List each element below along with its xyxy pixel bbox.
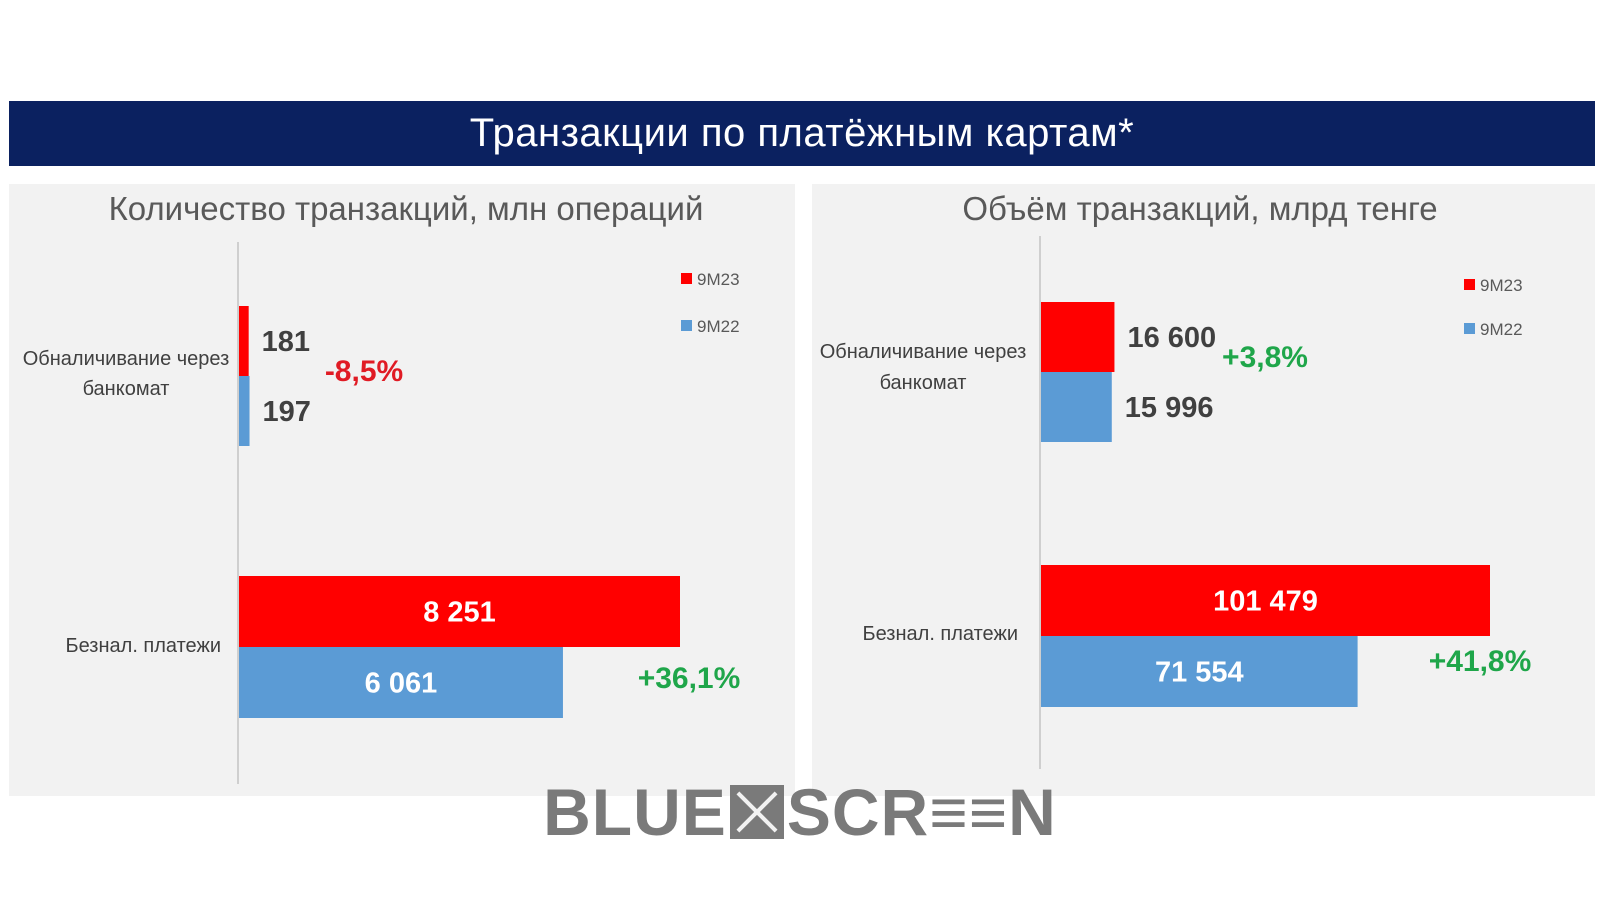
legend-label-9m22: 9M22 — [697, 317, 740, 336]
data-label-9m23: 181 — [262, 326, 310, 358]
bar-9m22 — [1041, 636, 1358, 707]
header-banner: Транзакции по платёжным картам* — [9, 101, 1595, 166]
change-label: +3,8% — [1222, 341, 1308, 374]
change-label: -8,5% — [325, 355, 403, 388]
data-label-9m22: 71 554 — [1155, 657, 1244, 689]
watermark-x-icon — [729, 785, 784, 839]
data-label-9m22: 6 061 — [365, 668, 438, 700]
bar-9m23 — [239, 576, 680, 647]
chart-panel-transaction-count: Количество транзакций, млн операций 9M23 9… — [9, 184, 795, 796]
data-label-9m23: 16 600 — [1127, 322, 1216, 354]
legend-swatch-9m23 — [1464, 279, 1475, 290]
category-label: Обналичивание через — [23, 348, 230, 370]
category-label: Обналичивание через — [820, 341, 1027, 363]
chart-transaction-count: Количество транзакций, млн операций 9M23 9… — [23, 190, 741, 784]
bar-9m22 — [239, 647, 563, 718]
bar-9m23 — [1041, 565, 1490, 636]
change-label: +36,1% — [638, 662, 741, 695]
data-label-9m22: 197 — [263, 396, 311, 428]
category-label: банкомат — [880, 372, 967, 394]
bar-9m23 — [239, 306, 249, 376]
data-label-9m23: 8 251 — [423, 597, 496, 629]
legend-swatch-9m23 — [681, 273, 692, 284]
header-title: Транзакции по платёжным картам* — [469, 111, 1135, 155]
watermark-logo: BLUE SCR≡≡N — [0, 776, 1600, 848]
chart-title: Количество транзакций, млн операций — [109, 190, 704, 227]
chart-transaction-volume: Объём транзакций, млрд тенге 9M23 9M22 Обна… — [820, 190, 1532, 769]
bar-9m23 — [1041, 302, 1115, 372]
legend-label-9m23: 9M23 — [1480, 276, 1523, 295]
data-label-9m23: 101 479 — [1213, 586, 1318, 618]
watermark-text-left: BLUE — [543, 775, 727, 849]
legend-label-9m23: 9M23 — [697, 270, 740, 289]
category-label: Безнал. платежи — [66, 635, 222, 657]
watermark-text-right: SCR≡≡N — [786, 775, 1057, 849]
chart-panel-transaction-volume: Объём транзакций, млрд тенге 9M23 9M22 Обна… — [812, 184, 1595, 796]
legend-swatch-9m22 — [1464, 323, 1475, 334]
bar-9m22 — [1041, 372, 1112, 442]
category-label: банкомат — [83, 378, 170, 400]
category-label: Безнал. платежи — [863, 623, 1019, 645]
chart-title: Объём транзакций, млрд тенге — [962, 190, 1437, 227]
legend-label-9m22: 9M22 — [1480, 320, 1523, 339]
change-label: +41,8% — [1429, 645, 1532, 678]
data-label-9m22: 15 996 — [1125, 392, 1214, 424]
legend-swatch-9m22 — [681, 320, 692, 331]
bar-9m22 — [239, 376, 250, 446]
